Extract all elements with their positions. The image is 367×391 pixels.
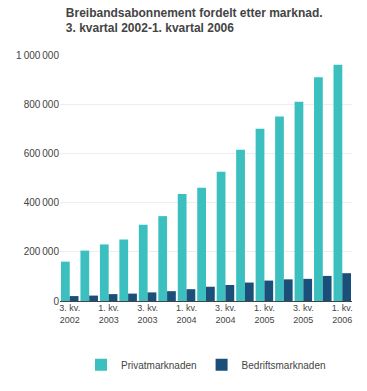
svg-text:3. kv.2002: 3. kv.2002 [59, 303, 80, 325]
svg-text:3. kv.2005: 3. kv.2005 [293, 303, 314, 325]
svg-text:Privatmarknaden: Privatmarknaden [121, 360, 197, 371]
svg-text:3. kv.2004: 3. kv.2004 [215, 303, 236, 325]
svg-text:600 000: 600 000 [24, 148, 60, 159]
svg-text:1. kv.2005: 1. kv.2005 [254, 303, 275, 325]
svg-text:200 000: 200 000 [24, 246, 60, 257]
svg-text:1. kv.2004: 1. kv.2004 [176, 303, 197, 325]
svg-text:Bedriftsmarknaden: Bedriftsmarknaden [242, 360, 326, 371]
svg-text:1 000 000: 1 000 000 [16, 50, 59, 61]
svg-text:400 000: 400 000 [24, 197, 60, 208]
svg-text:1. kv.2006: 1. kv.2006 [332, 303, 353, 325]
svg-text:Breibandsabonnement fordelt et: Breibandsabonnement fordelt etter markna… [66, 6, 323, 36]
svg-text:1. kv.2003: 1. kv.2003 [98, 303, 119, 325]
svg-text:800 000: 800 000 [24, 99, 60, 110]
svg-text:3. kv.2003: 3. kv.2003 [137, 303, 158, 325]
svg-text:0: 0 [53, 296, 59, 307]
